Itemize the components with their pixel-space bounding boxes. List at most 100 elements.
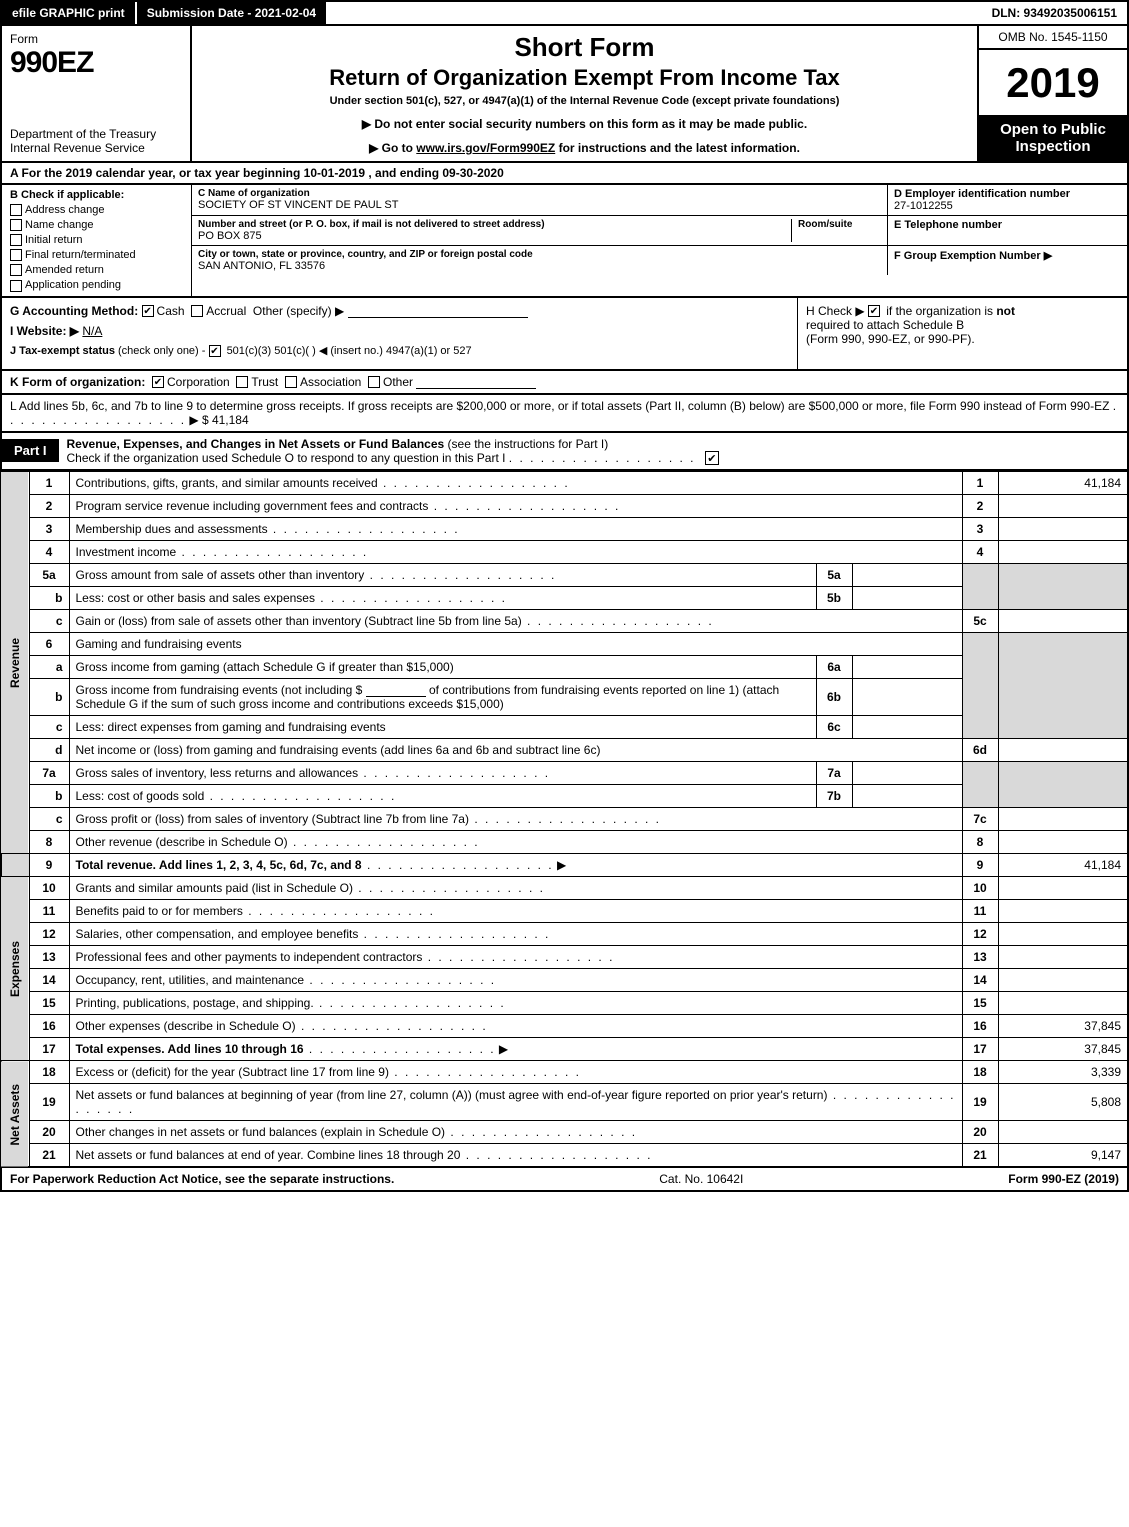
grey-block [998,633,1128,739]
chk-schedule-b[interactable] [868,305,880,317]
table-row: 3 Membership dues and assessments 3 [1,518,1128,541]
mini-val [852,716,962,739]
goto-post: for instructions and the latest informat… [555,141,800,155]
table-row: Revenue 1 Contributions, gifts, grants, … [1,472,1128,495]
k-other: Other [383,375,413,389]
row-num: 2 [29,495,69,518]
row-desc: Salaries, other compensation, and employ… [69,923,962,946]
table-row: 13 Professional fees and other payments … [1,946,1128,969]
c-city-label: City or town, state or province, country… [198,249,881,260]
dots-icon [296,1019,488,1033]
row-rnum: 10 [962,877,998,900]
section-f: F Group Exemption Number ▶ [887,246,1127,275]
row-desc: Professional fees and other payments to … [69,946,962,969]
form-header: Form 990EZ Department of the Treasury In… [0,26,1129,163]
dots-icon [358,766,550,780]
row-desc: Gross sales of inventory, less returns a… [69,762,816,785]
chk-schedule-o[interactable]: ✔ [705,451,719,465]
row-desc: Other revenue (describe in Schedule O) [69,831,962,854]
side-filler [1,854,29,877]
chk-corporation[interactable] [152,376,164,388]
section-cdef: C Name of organization SOCIETY OF ST VIN… [192,185,1127,296]
row-desc: Net assets or fund balances at end of ye… [69,1144,962,1168]
chk-amended-return[interactable]: Amended return [10,264,183,276]
row-desc: Program service revenue including govern… [69,495,962,518]
table-row: b Gross income from fundraising events (… [1,679,1128,716]
dots-icon [315,591,507,605]
row-rnum: 21 [962,1144,998,1168]
grey-block [962,564,998,610]
chk-other[interactable] [368,376,380,388]
line-g: G Accounting Method: Cash Accrual Other … [10,304,789,318]
table-row: 9 Total revenue. Add lines 1, 2, 3, 4, 5… [1,854,1128,877]
row-rnum: 1 [962,472,998,495]
h-line3: (Form 990, 990-EZ, or 990-PF). [806,332,975,346]
row-desc: Membership dues and assessments [69,518,962,541]
chk-final-return[interactable]: Final return/terminated [10,249,183,261]
table-row: 12 Salaries, other compensation, and emp… [1,923,1128,946]
submission-date-button[interactable]: Submission Date - 2021-02-04 [135,2,326,24]
chk-address-change[interactable]: Address change [10,204,183,216]
net-assets-side-label: Net Assets [1,1061,29,1168]
row-desc: Gross income from fundraising events (no… [69,679,816,716]
open-public-badge: Open to Public Inspection [979,115,1127,161]
org-name: SOCIETY OF ST VINCENT DE PAUL ST [198,199,881,211]
row-val [998,610,1128,633]
table-row: b Less: cost or other basis and sales ex… [1,587,1128,610]
row-num: 17 [29,1038,69,1061]
g-opt-accrual: Accrual [206,304,246,318]
mini-val [852,785,962,808]
table-row: 8 Other revenue (describe in Schedule O)… [1,831,1128,854]
mini-val [852,762,962,785]
row-val [998,923,1128,946]
chk-association[interactable] [285,376,297,388]
chk-label: Address change [25,204,105,216]
dots-icon [176,545,368,559]
mini-num: 6b [816,679,852,716]
row-val [998,739,1128,762]
efile-print-button[interactable]: efile GRAPHIC print [2,2,135,24]
g-other-field[interactable] [348,304,528,318]
header-right: OMB No. 1545-1150 2019 Open to Public In… [977,26,1127,161]
chk-application-pending[interactable]: Application pending [10,279,183,291]
chk-cash[interactable] [142,305,154,317]
irs-link[interactable]: www.irs.gov/Form990EZ [416,141,555,155]
table-row: 2 Program service revenue including gove… [1,495,1128,518]
section-c-name: C Name of organization SOCIETY OF ST VIN… [192,185,887,216]
row-desc: Benefits paid to or for members [69,900,962,923]
k-trust: Trust [251,375,278,389]
row-desc: Less: cost or other basis and sales expe… [69,587,816,610]
mini-num: 6c [816,716,852,739]
chk-trust[interactable] [236,376,248,388]
l-prefix: ▶ $ [189,413,212,427]
row-desc: Printing, publications, postage, and shi… [69,992,962,1015]
j-opts: 501(c)(3) 501(c)( ) ◀ (insert no.) 4947(… [227,345,472,357]
section-b: B Check if applicable: Address change Na… [2,185,192,296]
chk-label: Name change [25,219,94,231]
row-rnum: 9 [962,854,998,877]
row-num: 13 [29,946,69,969]
checkbox-icon [10,219,22,231]
k-label: K Form of organization: [10,375,145,389]
row-rnum: 16 [962,1015,998,1038]
chk-501c3[interactable] [209,345,221,357]
row-num: 4 [29,541,69,564]
r6b-blank[interactable] [366,683,426,697]
k-other-field[interactable] [416,375,536,389]
j-note: (check only one) - [115,345,209,357]
row-desc: Less: cost of goods sold [69,785,816,808]
d-label: D Employer identification number [894,188,1121,200]
chk-initial-return[interactable]: Initial return [10,234,183,246]
table-row: 20 Other changes in net assets or fund b… [1,1121,1128,1144]
row-num: 10 [29,877,69,900]
chk-accrual[interactable] [191,305,203,317]
part1-tab: Part I [2,439,59,462]
line-i: I Website: ▶ N/A [10,324,789,338]
short-form-title: Short Form [202,32,967,63]
dots-icon [268,522,460,536]
chk-name-change[interactable]: Name change [10,219,183,231]
grey-block [998,564,1128,610]
g-opt-cash: Cash [157,304,185,318]
row-desc: Gain or (loss) from sale of assets other… [69,610,962,633]
dots-icon [364,568,556,582]
